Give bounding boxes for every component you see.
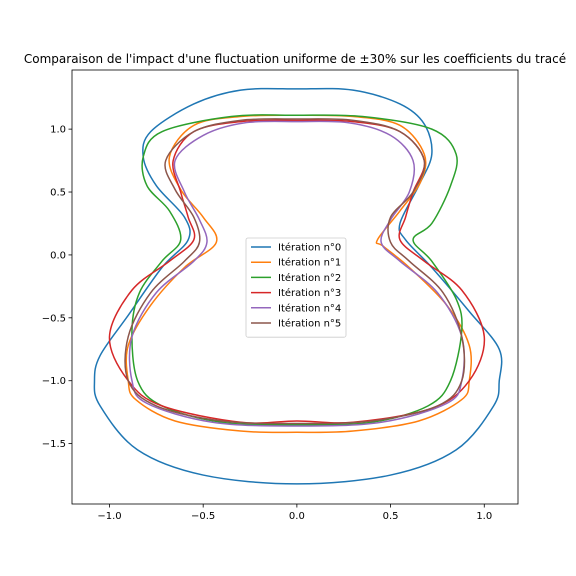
legend-label-1: Itération n°1 [278,257,341,269]
y-tick-label-0: 1.0 [50,125,66,136]
y-tick-label-3: −0.5 [42,313,66,324]
legend-label-5: Itération n°5 [278,318,341,330]
series-line-2 [131,114,463,426]
y-tick-label-2: 0.0 [50,250,66,261]
x-tick-label-2: 0.0 [289,511,305,522]
x-tick-label-1: −0.5 [191,511,215,522]
x-tick-label-4: 1.0 [476,511,492,522]
plot-frame [71,69,519,505]
axis-layer: −1.0 −0.5 0.0 0.5 1.0 1.0 0.5 0.0 −0.5 −1.0 −1.5 [42,125,493,522]
legend-label-4: Itération n°4 [278,302,341,314]
y-tick-label-1: 0.5 [50,188,66,199]
y-tick-label-5: −1.5 [42,439,66,450]
x-tick-label-3: 0.5 [383,511,399,522]
legend-label-0: Itération n°0 [278,242,341,254]
series-line-5 [124,118,466,425]
legend-label-2: Itération n°2 [278,272,341,284]
legend-label-3: Itération n°3 [278,287,341,299]
chart-title: Comparaison de l'impact d'une fluctuatio… [24,52,566,66]
series-layer [93,87,503,485]
y-tick-label-4: −1.0 [42,376,66,387]
series-line-1 [125,114,473,434]
x-tick-label-0: −1.0 [97,511,121,522]
legend: Itération n°0 Itération n°1 Itération n°2 I… [245,237,347,338]
